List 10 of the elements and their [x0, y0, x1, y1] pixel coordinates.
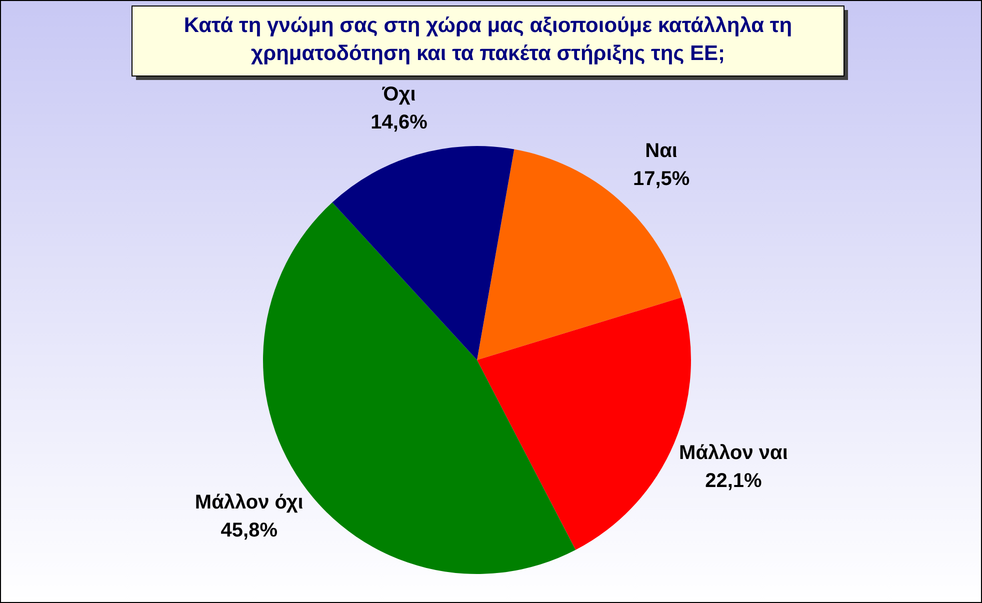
data-label: 22,1% [705, 470, 762, 492]
slice-label: Όχι [381, 84, 416, 106]
data-label: 45,8% [220, 520, 278, 542]
slice-label: Μάλλον ναι [679, 442, 788, 464]
data-label: 17,5% [632, 168, 690, 190]
slice-label: Μάλλον όχι [194, 492, 304, 514]
slice-label: Ναι [645, 140, 678, 162]
pie-slice [332, 146, 514, 360]
data-label: 14,6% [370, 112, 428, 134]
chart-title: Κατά τη γνώμη σας στη χώρα μας αξιοποιούμε κατάλληλα τη χρηματοδότηση και τα πακέτα στήριξης της ΕΕ; [184, 14, 792, 65]
